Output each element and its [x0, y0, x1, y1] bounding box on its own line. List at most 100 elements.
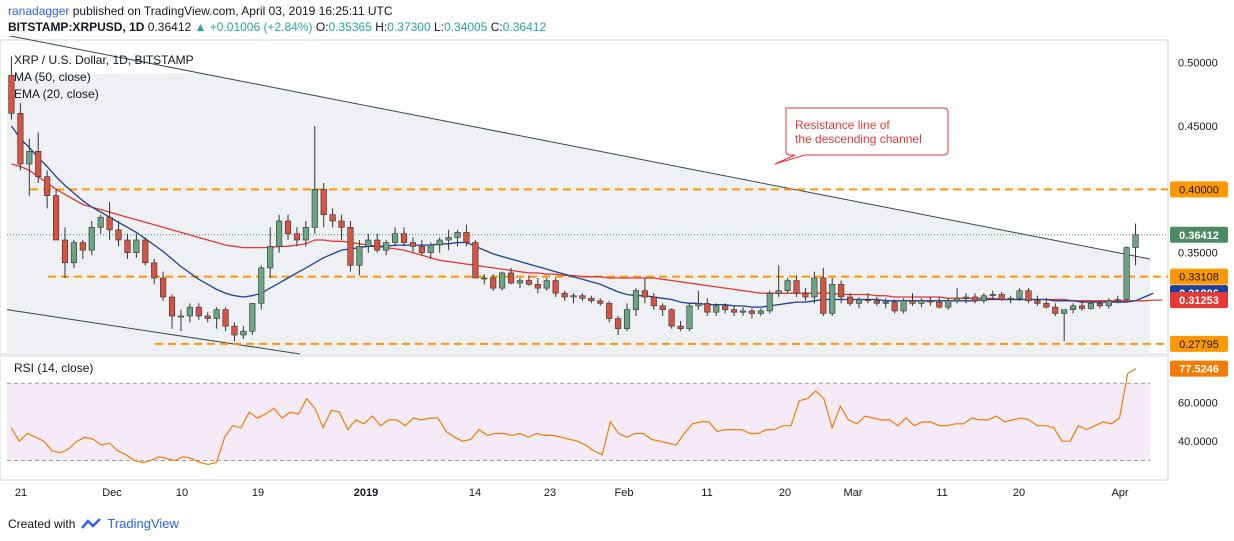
price-tick: 0.45000 [1178, 121, 1218, 133]
candle [436, 237, 443, 253]
candle-body [1070, 305, 1077, 310]
candle-body [499, 272, 506, 289]
candle-body [641, 290, 648, 298]
candle-body [820, 277, 827, 314]
candle-body [186, 306, 193, 317]
candle-body [775, 290, 782, 294]
candle-body [1061, 309, 1068, 314]
publisher-line: ranadagger published on TradingView.com,… [8, 4, 393, 18]
candle-body [722, 305, 729, 310]
candle-body [713, 305, 720, 313]
candle-body [784, 280, 791, 291]
tradingview-logo-icon [81, 517, 102, 529]
candle-body [329, 214, 336, 222]
candle-body [53, 195, 60, 241]
candle [641, 278, 648, 304]
candle-body [757, 310, 764, 314]
candle [168, 294, 176, 329]
level-label-bg [1170, 268, 1228, 285]
candle [204, 312, 211, 323]
candle [855, 297, 863, 309]
candle [775, 265, 782, 297]
candle [954, 288, 961, 304]
candle [177, 309, 185, 332]
candle-body [731, 309, 738, 313]
candle-body [686, 305, 693, 329]
candle-body [900, 300, 907, 312]
candle [1132, 223, 1139, 266]
candle-body [597, 300, 604, 304]
level-label-bg [1170, 335, 1228, 352]
brand[interactable]: TradingView [107, 516, 179, 531]
candle-body [739, 310, 747, 313]
candle-body [383, 242, 390, 251]
candle [615, 316, 622, 335]
candle [606, 300, 613, 323]
candle [650, 293, 657, 310]
candle-body [267, 246, 274, 269]
time-tick: Feb [615, 487, 634, 499]
candle [918, 298, 925, 308]
candle-body [909, 300, 916, 304]
time-tick: Apr [1111, 487, 1128, 499]
candle-body [829, 284, 836, 314]
candle-body [284, 220, 292, 234]
candle [392, 227, 399, 247]
candle [597, 298, 604, 306]
created-with: Created with [8, 516, 76, 531]
candle-body [472, 242, 479, 279]
candle [739, 307, 747, 316]
candle [1070, 303, 1077, 314]
candle [748, 308, 755, 319]
price-chart[interactable]: 0.40000 0.33108 0.27795 0.50000 0.45000 0.350… [0, 36, 1234, 514]
candle-body [70, 242, 77, 264]
candle-body [615, 318, 622, 329]
rsi-pane: RSI (14, close) 60.0000 40.0000 77.5246 [0, 355, 1228, 481]
candle [338, 214, 345, 240]
candle-body [891, 301, 898, 312]
candle [17, 103, 24, 171]
candle-body [195, 306, 202, 317]
candle-body [980, 295, 987, 302]
candle [490, 274, 497, 291]
candle-body [954, 297, 961, 302]
candle-body [543, 280, 550, 289]
time-tick: 21 [15, 487, 27, 499]
candle-body [855, 299, 863, 304]
candle-body [481, 277, 488, 280]
candle-body [1007, 297, 1014, 300]
publisher-name[interactable]: ranadagger [8, 4, 70, 18]
candle-body [418, 246, 425, 253]
close-label: C: [490, 20, 503, 34]
candle [980, 293, 987, 304]
candle-body [1105, 300, 1112, 307]
candle [998, 291, 1005, 301]
candle [695, 290, 702, 310]
candle-body [525, 280, 532, 285]
candle [507, 267, 515, 285]
candle [311, 126, 318, 234]
candle [53, 189, 60, 241]
rsi-band [7, 383, 1150, 461]
candle-body [445, 237, 452, 241]
candle-body [1034, 300, 1041, 304]
ma-value-label-bg [1170, 292, 1228, 309]
candle-body [695, 303, 702, 307]
candle-body [356, 246, 363, 266]
candle-body [44, 176, 51, 196]
candle [302, 221, 309, 247]
candle-body [927, 300, 934, 303]
candle-body [962, 296, 970, 299]
candle [543, 278, 550, 291]
candle [1007, 295, 1014, 304]
candle-body [133, 239, 140, 253]
candle-body [588, 297, 595, 302]
candle [427, 242, 434, 259]
candle-body [677, 325, 684, 329]
candle [1123, 246, 1130, 301]
candle [213, 307, 220, 329]
candle-body [240, 330, 247, 336]
candle-body [936, 301, 943, 308]
candle [704, 298, 711, 316]
candle [891, 299, 898, 314]
